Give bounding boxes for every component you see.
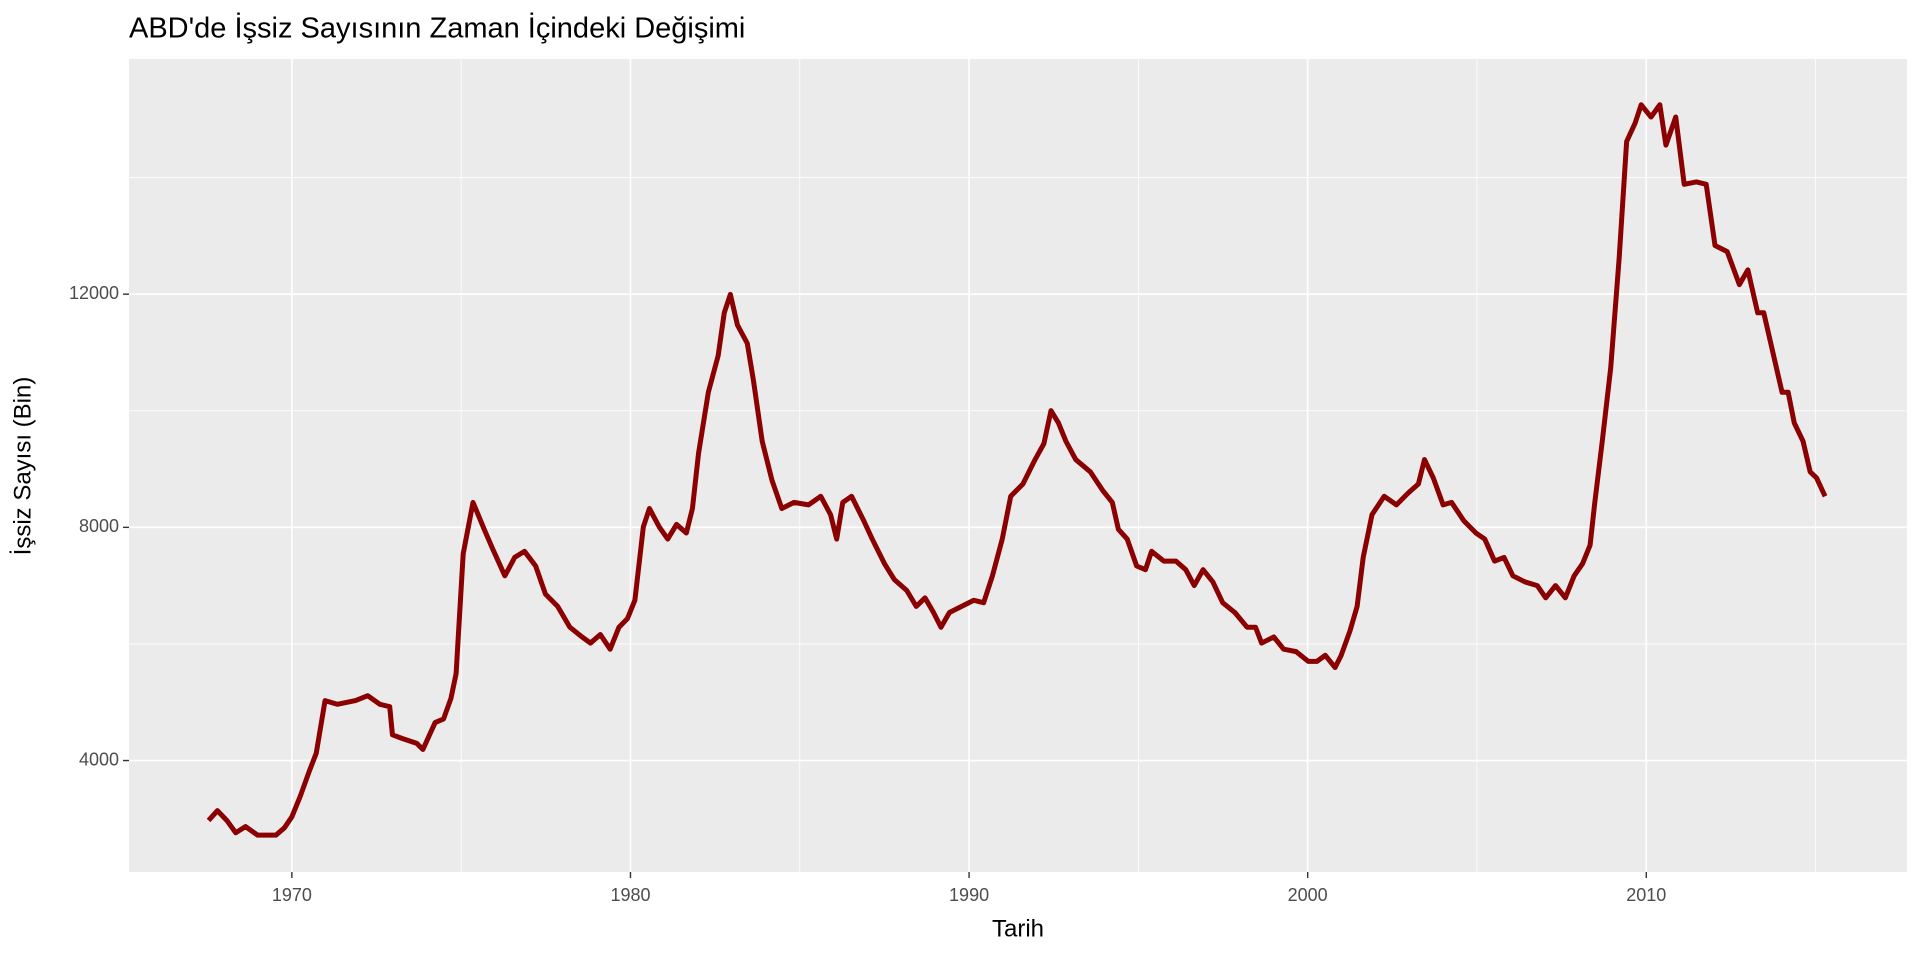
x-axis-title: Tarih [992,915,1044,942]
y-tick-label: 12000 [69,283,119,303]
x-tick-label: 1970 [272,885,312,905]
y-axis-title: İşsiz Sayısı (Bin) [9,377,36,556]
chart-title: ABD'de İşsiz Sayısının Zaman İçindeki De… [129,12,745,45]
x-tick-label: 1990 [949,885,989,905]
y-tick-label: 8000 [79,516,119,536]
panel-background [129,59,1907,872]
x-tick-label: 2010 [1626,885,1666,905]
data-line [206,102,1828,838]
x-tick-label: 2000 [1288,885,1328,905]
x-tick-label: 1980 [610,885,650,905]
y-tick-label: 4000 [79,749,119,769]
